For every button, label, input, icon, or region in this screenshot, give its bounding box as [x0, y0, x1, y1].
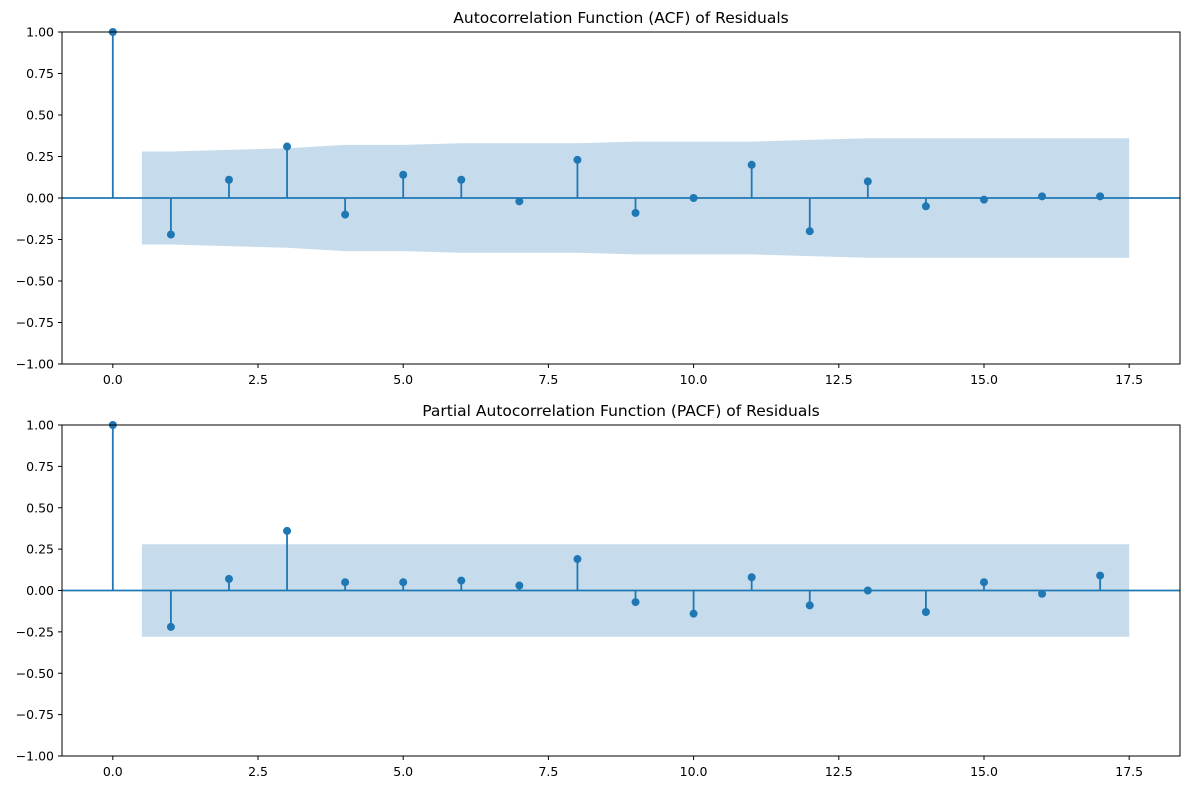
acf-ytick-label: 0.25	[26, 149, 54, 164]
acf-xtick-label: 5.0	[393, 372, 413, 387]
acf-ytick-label: −1.00	[16, 357, 54, 372]
acf-ytick-label: 0.75	[26, 66, 54, 81]
acf-marker-16	[1038, 192, 1047, 201]
pacf-xtick-label: 17.5	[1115, 764, 1143, 779]
acf-xtick-label: 0.0	[103, 372, 123, 387]
acf-marker-6	[457, 175, 466, 184]
acf-panel: Autocorrelation Function (ACF) of Residu…	[16, 9, 1181, 387]
pacf-xtick-label: 0.0	[103, 764, 123, 779]
pacf-marker-10	[689, 609, 698, 618]
pacf-ytick-label: −0.25	[16, 624, 54, 639]
pacf-panel: Partial Autocorrelation Function (PACF) …	[16, 402, 1181, 779]
acf-ytick-label: −0.50	[16, 274, 54, 289]
pacf-marker-15	[979, 578, 988, 587]
acf-y-ticks: −1.00 −0.75 −0.50 −0.25 0.00 0.25 0.50 0.75 1.00	[16, 25, 62, 372]
acf-ytick-label: −0.25	[16, 232, 54, 247]
pacf-marker-8	[573, 555, 582, 564]
pacf-marker-2	[224, 574, 233, 583]
acf-marker-2	[224, 175, 233, 184]
acf-xtick-label: 15.0	[970, 372, 998, 387]
acf-ytick-label: −0.75	[16, 315, 54, 330]
acf-marker-15	[979, 195, 988, 204]
pacf-ytick-label: 0.00	[26, 583, 54, 598]
pacf-marker-14	[921, 608, 930, 617]
acf-marker-7	[515, 197, 524, 206]
acf-xtick-label: 12.5	[825, 372, 853, 387]
pacf-marker-5	[399, 578, 408, 587]
acf-ytick-label: 0.00	[26, 191, 54, 206]
pacf-xtick-label: 7.5	[538, 764, 558, 779]
pacf-marker-11	[747, 573, 756, 582]
acf-marker-8	[573, 155, 582, 164]
pacf-xtick-label: 2.5	[248, 764, 268, 779]
pacf-marker-17	[1096, 571, 1105, 580]
pacf-ytick-label: −1.00	[16, 749, 54, 764]
acf-marker-5	[399, 170, 408, 179]
acf-ytick-label: 1.00	[26, 25, 54, 40]
acf-xtick-label: 2.5	[248, 372, 268, 387]
pacf-y-ticks: −1.00 −0.75 −0.50 −0.25 0.00 0.25 0.50 0.75 1.00	[16, 418, 62, 764]
pacf-marker-1	[166, 622, 175, 631]
pacf-marker-13	[863, 586, 872, 595]
pacf-xtick-label: 5.0	[393, 764, 413, 779]
acf-xtick-label: 7.5	[538, 372, 558, 387]
pacf-ytick-label: −0.75	[16, 707, 54, 722]
pacf-xtick-label: 10.0	[680, 764, 708, 779]
pacf-ytick-label: 0.50	[26, 500, 54, 515]
pacf-marker-9	[631, 598, 640, 607]
pacf-marker-3	[283, 526, 292, 535]
acf-marker-17	[1096, 192, 1105, 201]
acf-title: Autocorrelation Function (ACF) of Residu…	[453, 9, 788, 27]
pacf-marker-16	[1038, 589, 1047, 598]
pacf-marker-7	[515, 581, 524, 590]
acf-marker-14	[921, 202, 930, 211]
acf-marker-12	[805, 227, 814, 236]
pacf-marker-12	[805, 601, 814, 610]
acf-marker-10	[689, 194, 698, 202]
pacf-xtick-label: 12.5	[825, 764, 853, 779]
acf-marker-1	[166, 230, 175, 239]
pacf-xtick-label: 15.0	[970, 764, 998, 779]
acf-marker-11	[747, 160, 756, 169]
pacf-marker-6	[457, 576, 466, 585]
pacf-ytick-label: 0.25	[26, 542, 54, 557]
pacf-marker-4	[341, 578, 350, 587]
acf-ytick-label: 0.50	[26, 108, 54, 123]
pacf-title: Partial Autocorrelation Function (PACF) …	[422, 402, 819, 420]
pacf-ytick-label: 1.00	[26, 418, 54, 433]
pacf-ytick-label: −0.50	[16, 666, 54, 681]
acf-xtick-label: 17.5	[1115, 372, 1143, 387]
pacf-ytick-label: 0.75	[26, 459, 54, 474]
acf-marker-9	[631, 208, 640, 217]
acf-marker-13	[863, 177, 872, 186]
acf-xtick-label: 10.0	[680, 372, 708, 387]
acf-x-ticks: 0.0 2.5 5.0 7.5 10.0 12.5 15.0 17.5	[103, 364, 1143, 387]
acf-markers	[108, 28, 1105, 239]
acf-marker-4	[341, 210, 350, 219]
pacf-x-ticks: 0.0 2.5 5.0 7.5 10.0 12.5 15.0 17.5	[103, 756, 1143, 779]
acf-marker-3	[283, 142, 292, 151]
